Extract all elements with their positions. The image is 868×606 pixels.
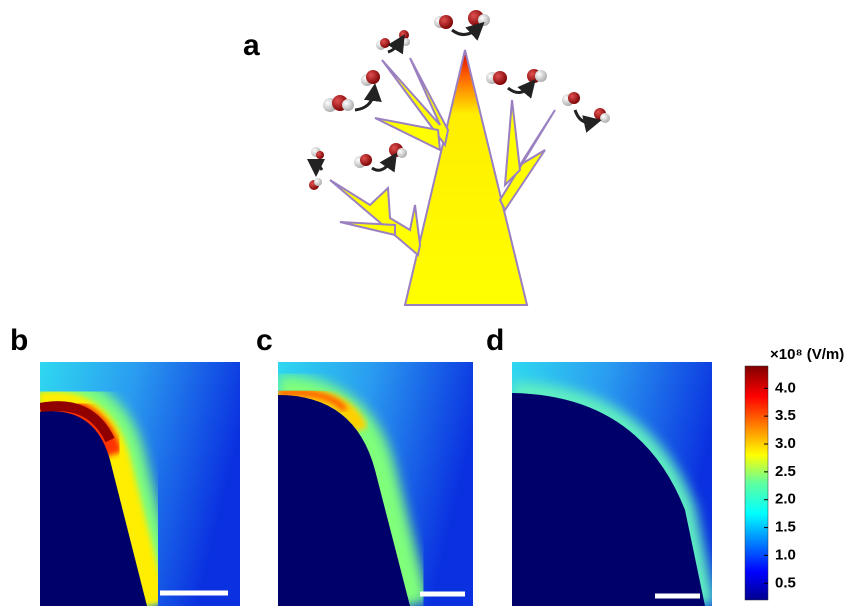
tick-label: 4.0 <box>775 379 796 396</box>
colorbar-ticks: 4.0 3.5 3.0 2.5 2.0 1.5 1.0 0.5 <box>764 379 796 591</box>
colorbar <box>745 366 768 600</box>
field-map <box>278 362 473 606</box>
tick-label: 2.0 <box>775 491 796 508</box>
tree <box>330 50 555 305</box>
panel-label: c <box>256 324 273 357</box>
field-map <box>512 362 712 606</box>
tick-label: 3.0 <box>775 435 796 452</box>
tick-label: 0.5 <box>775 574 796 591</box>
tick-label: 3.5 <box>775 407 796 424</box>
tick-label: 1.5 <box>775 519 796 536</box>
tick-label: 1.0 <box>775 546 796 563</box>
panel-label: d <box>486 324 504 357</box>
colorbar-unit: ×10⁸ (V/m) <box>770 346 844 363</box>
panel-label: a <box>243 29 260 62</box>
field-map <box>40 362 240 606</box>
tick-label: 2.5 <box>775 463 796 480</box>
figure: a b c d ×10⁸ (V/m) 4.0 3.5 3.0 2.5 2.0 1.5 1.0… <box>0 0 868 606</box>
panel-label: b <box>10 324 28 357</box>
